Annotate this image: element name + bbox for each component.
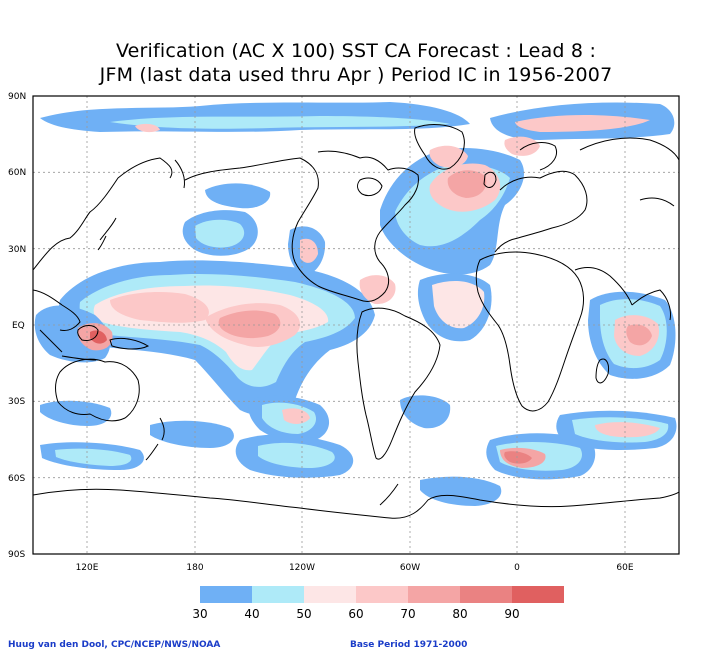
coast-asia-northeast [579,137,679,161]
shade-south-indian-west-cyan [55,448,132,466]
legend-label-60: 60 [348,607,363,621]
shade-east-pacific-pink [300,238,318,263]
coast-arabia-india [574,267,671,321]
shade-north-atlantic-red [447,170,487,198]
color-legend: 30 40 50 60 70 80 90 [192,586,564,621]
lon-label-0: 0 [514,563,520,573]
shade-warm-pool-red [90,330,107,344]
coast-antarctic-peninsula [379,483,399,506]
coast-new-guinea [109,337,150,350]
shade-tropical-pacific-pink [110,292,209,323]
lon-label-120w: 120W [289,563,315,573]
shade-indian-ocean-salmon [626,324,652,346]
coast-britain [483,171,497,188]
legend-swatches [200,586,564,603]
shade-arctic-pink-west [135,123,160,133]
shade-south-atlantic-mid-blue [400,395,451,429]
shade-south-pacific-pink [282,408,310,424]
legend-label-90: 90 [504,607,519,621]
lat-label-60s: 60S [8,474,25,484]
coast-madagascar [595,358,609,384]
coast-south-america [356,307,441,460]
lat-label-90n: 90N [8,92,26,102]
legend-swatch-70 [408,586,460,603]
latitude-labels: 90N 60N 30N EQ 30S 60S 90S [8,92,26,560]
map-title-line-1: Verification (AC X 100) SST CA Forecast … [115,40,597,62]
coast-borneo [77,325,99,341]
coast-east-asia [33,157,173,271]
shade-southern-indian-east-pink [595,422,660,438]
coast-kamchatka [174,159,185,189]
footer-base-period: Base Period 1971-2000 [350,640,468,650]
legend-swatch-90 [512,586,564,603]
map-gridlines [33,96,679,554]
lat-label-60n: 60N [8,168,26,178]
legend-label-50: 50 [296,607,311,621]
coast-hudson-bay [357,177,383,197]
shade-southern-pacific-band [150,420,234,448]
map-frame [32,95,680,555]
shade-south-atlantic-red [504,451,532,464]
lat-label-30n: 30N [8,245,26,255]
coast-antarctica [33,488,679,519]
legend-label-30: 30 [192,607,207,621]
legend-label-80: 80 [452,607,467,621]
lon-label-60e: 60E [616,563,633,573]
shade-tropical-atlantic-pink [432,280,485,329]
coast-europe [494,170,588,253]
coast-north-america [184,150,419,303]
legend-label-40: 40 [244,607,259,621]
coast-asia-east-edge [639,197,675,207]
lat-label-30s: 30S [8,397,25,407]
legend-swatch-50 [304,586,356,603]
shade-aleutian-blue [205,183,271,209]
coast-japan [97,217,117,251]
coast-greenland [414,124,465,170]
legend-label-70: 70 [400,607,415,621]
legend-labels: 30 40 50 60 70 80 90 [192,607,519,621]
legend-swatch-60 [356,586,408,603]
map-title-line-2: JFM (last data used thru Apr ) Period IC… [99,64,613,86]
coast-scandinavia [519,142,557,171]
legend-swatch-40 [252,586,304,603]
shade-norwegian-pink [504,136,540,156]
shade-arctic-cyan-west [110,116,450,129]
correlation-shading [34,102,677,506]
shade-central-pacific-salmon [218,310,281,339]
lon-label-180: 180 [186,563,203,573]
coast-new-zealand [145,417,165,461]
footer-credit: Huug van den Dool, CPC/NCEP/NWS/NOAA [8,640,221,650]
lat-label-90s: 90S [8,550,25,560]
coast-africa [475,251,584,412]
shade-southern-ocean-cyan [258,442,335,468]
shade-antarctic-blue [420,476,502,506]
lon-label-120e: 120E [76,563,99,573]
coast-java [61,355,97,361]
longitude-labels: 120E 180 120W 60W 0 60E [76,563,634,573]
shade-north-pacific-cyan [195,219,245,248]
shade-arctic-pink-east [515,115,650,132]
shade-labrador-pink [429,145,468,168]
legend-swatch-30 [200,586,252,603]
coast-sumatra [39,329,63,353]
coastlines [33,124,679,519]
shade-caribbean-pink [359,275,396,305]
legend-swatch-80 [460,586,512,603]
coast-australia [55,358,140,422]
coast-southeast-asia [33,289,81,331]
lon-label-60w: 60W [400,563,420,573]
lat-label-eq: EQ [12,321,25,331]
